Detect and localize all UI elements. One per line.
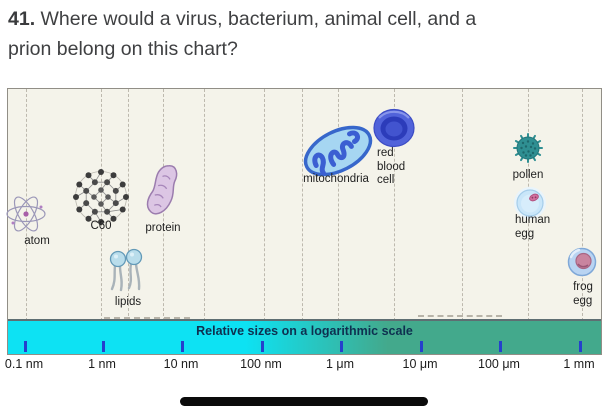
gridline [26,89,27,321]
question-number: 41. [8,8,36,30]
gridline [394,89,395,321]
tick-label-0.1nm: 0.1 nm [4,357,44,371]
gridline [338,89,339,321]
atom-label: atom [24,235,50,247]
scale-bar-title: Relative sizes on a logarithmic scale [196,324,413,338]
tick-label-1um: 1 μm [325,357,355,371]
c60-buckyball-illustration [73,169,129,225]
home-indicator-bar [180,397,428,406]
question-text: 41. Where would a virus, bacterium, anim… [8,4,524,64]
gridline [582,89,583,321]
c60-label: C60 [90,220,112,232]
gridline [302,89,303,321]
tick-label-10um: 10 μm [402,357,438,371]
protein-label: protein [145,222,181,234]
erased-range-dashes [418,315,502,317]
axis-tick [23,341,27,352]
human-egg-label: human egg [515,214,551,240]
pollen-label: pollen [512,169,544,181]
gridline [204,89,205,321]
pollen-illustration [513,133,543,163]
question-body: Where would a virus, bacterium, animal c… [8,8,477,60]
size-scale-chart: atom C60 protein lipids mitochondria red… [6,88,602,355]
gridline [264,89,265,321]
axis-tick [578,341,582,352]
gridline [128,89,129,321]
axis-tick [339,341,343,352]
axis-tick [498,341,502,352]
log-scale-bar: Relative sizes on a logarithmic scale [8,319,601,354]
red-blood-cell-label: red blood cell [377,147,406,186]
axis-tick [180,341,184,352]
mitochondria-label: mitochondria [303,173,369,185]
frog-egg-label: frog egg [573,281,593,307]
tick-label-10nm: 10 nm [163,357,199,371]
gridline [462,89,463,321]
tick-label-100nm: 100 nm [240,357,282,371]
axis-tick [419,341,423,352]
lipids-label: lipids [114,296,142,308]
red-blood-cell-illustration [373,108,415,148]
frog-egg-illustration [567,247,597,277]
tick-label-1mm: 1 mm [563,357,595,371]
lipids-illustration [109,248,143,292]
tick-label-100um: 100 μm [478,357,520,371]
tick-label-1nm: 1 nm [88,357,116,371]
axis-tick [101,341,105,352]
mitochondria-illustration [303,125,373,177]
axis-tick [260,341,264,352]
atom-illustration [6,196,46,232]
human-egg-illustration [514,187,546,219]
erased-range-dashes [104,317,190,319]
protein-illustration [146,165,178,215]
